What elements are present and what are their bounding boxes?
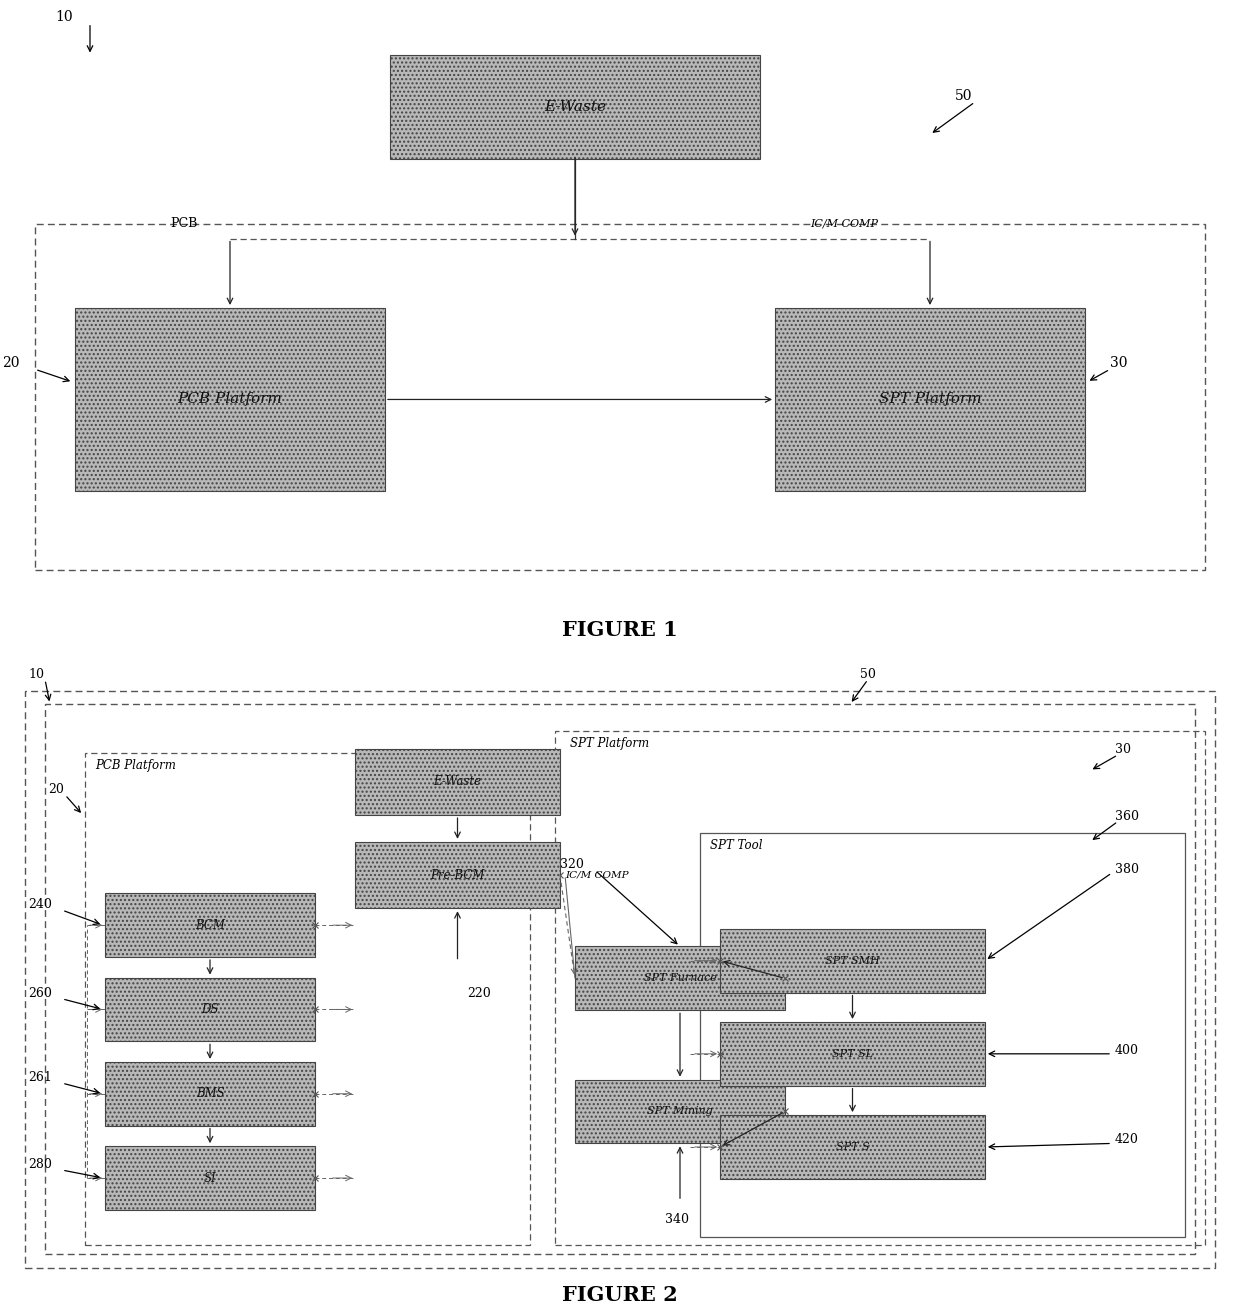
Text: BMS: BMS [196,1088,224,1101]
Text: 10: 10 [55,9,73,24]
Text: BCM: BCM [195,918,224,932]
Text: DS: DS [201,1002,218,1015]
Bar [556,731,1205,1245]
FancyBboxPatch shape [74,308,384,491]
FancyBboxPatch shape [720,1115,985,1179]
Bar [25,691,1215,1267]
Text: PCB: PCB [170,216,197,230]
FancyBboxPatch shape [355,749,560,815]
Text: 260: 260 [29,987,52,1000]
Text: 10: 10 [29,668,43,681]
Text: Pre-BCM: Pre-BCM [430,869,485,882]
Text: E-Waste: E-Waste [434,775,481,789]
Text: IC/M COMP: IC/M COMP [565,871,629,879]
Text: SPT Furnace: SPT Furnace [644,974,717,984]
FancyBboxPatch shape [105,1147,315,1210]
Text: 320: 320 [560,858,584,871]
Text: SPT Mining: SPT Mining [647,1106,713,1117]
Text: 400: 400 [1115,1044,1140,1057]
Text: SPT Tool: SPT Tool [711,838,763,851]
Text: SPT Platform: SPT Platform [879,392,981,407]
Text: FIGURE 2: FIGURE 2 [562,1284,678,1305]
Bar [701,833,1185,1237]
Text: SPT SMH: SPT SMH [825,955,880,966]
FancyBboxPatch shape [720,929,985,993]
FancyBboxPatch shape [355,842,560,908]
Text: SPT Platform: SPT Platform [570,737,649,750]
Bar [35,224,1205,571]
Text: 30: 30 [1110,357,1127,370]
FancyBboxPatch shape [391,55,760,159]
Text: FIGURE 1: FIGURE 1 [562,619,678,639]
Text: 280: 280 [29,1158,52,1172]
FancyBboxPatch shape [105,1061,315,1126]
Text: PCB Platform: PCB Platform [95,760,176,771]
Text: 380: 380 [1115,863,1140,876]
Bar [86,753,529,1245]
Text: 420: 420 [1115,1134,1138,1147]
Text: 360: 360 [1115,810,1140,823]
FancyBboxPatch shape [775,308,1085,491]
Text: PCB Platform: PCB Platform [177,392,283,407]
FancyBboxPatch shape [105,893,315,958]
Text: SPT S: SPT S [836,1141,869,1152]
Text: 50: 50 [955,89,972,102]
Text: 20: 20 [2,357,20,370]
Bar [45,705,1195,1254]
FancyBboxPatch shape [720,1022,985,1086]
Text: 50: 50 [861,668,875,681]
Text: 240: 240 [29,899,52,912]
FancyBboxPatch shape [575,1080,785,1144]
FancyBboxPatch shape [105,977,315,1042]
Text: 220: 220 [467,987,491,1000]
FancyBboxPatch shape [575,946,785,1010]
Text: 340: 340 [665,1214,689,1227]
Text: 261: 261 [29,1072,52,1084]
Text: SPT SL: SPT SL [832,1048,873,1059]
Text: 30: 30 [1115,743,1131,756]
Text: E-Waste: E-Waste [544,101,606,114]
Text: IC/M COMP: IC/M COMP [810,219,878,228]
Text: SI: SI [203,1172,216,1185]
Text: 20: 20 [48,783,64,796]
